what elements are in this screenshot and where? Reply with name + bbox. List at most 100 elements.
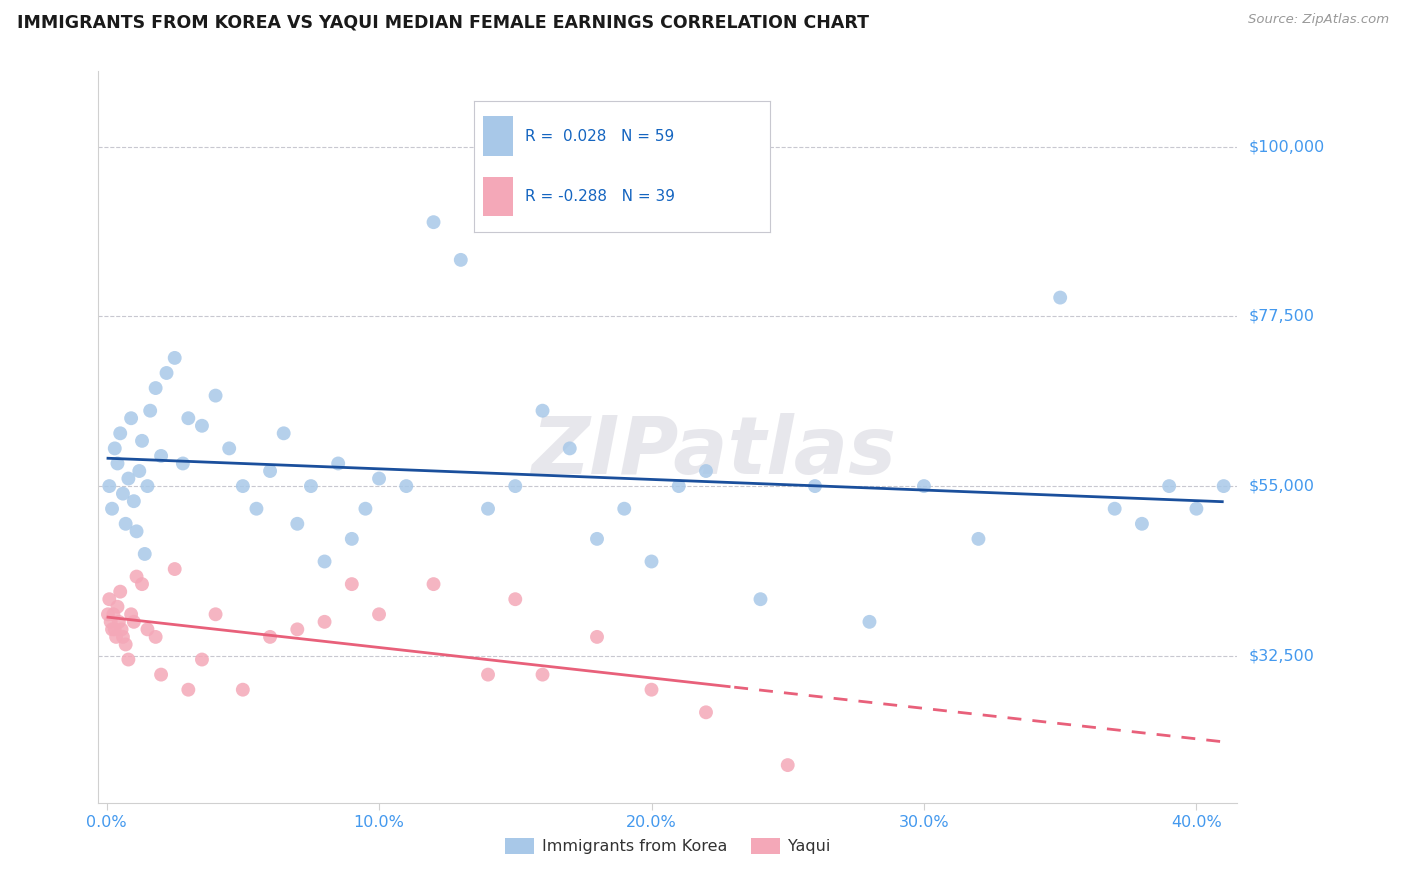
Point [145, 630, 167, 644]
Point [1212, 479, 1234, 493]
Point [967, 532, 990, 546]
Point [104, 623, 127, 637]
Point [1185, 501, 1208, 516]
Point [204, 389, 226, 403]
Point [749, 592, 772, 607]
Point [110, 426, 132, 441]
Text: $55,000: $55,000 [1249, 479, 1315, 493]
Point [131, 434, 153, 448]
Text: IMMIGRANTS FROM KOREA VS YAQUI MEDIAN FEMALE EARNINGS CORRELATION CHART: IMMIGRANTS FROM KOREA VS YAQUI MEDIAN FE… [17, 13, 869, 31]
Point [150, 667, 173, 681]
Point [613, 501, 636, 516]
Text: $32,500: $32,500 [1249, 648, 1315, 664]
Point [299, 479, 322, 493]
Point [1159, 479, 1181, 493]
Point [285, 623, 308, 637]
Point [191, 418, 214, 433]
Point [354, 501, 377, 516]
Point [128, 464, 150, 478]
Point [131, 577, 153, 591]
Point [259, 464, 281, 478]
Point [245, 501, 267, 516]
Point [477, 501, 499, 516]
Point [101, 501, 124, 516]
Point [858, 615, 880, 629]
Point [101, 623, 124, 637]
Point [97, 607, 120, 622]
Point [110, 623, 132, 637]
Point [98, 592, 121, 607]
Point [232, 479, 254, 493]
Legend: Immigrants from Korea, Yaqui: Immigrants from Korea, Yaqui [499, 831, 837, 861]
Point [145, 381, 167, 395]
Point [204, 607, 226, 622]
Point [108, 615, 131, 629]
Point [477, 667, 499, 681]
Point [531, 667, 554, 681]
Point [340, 577, 363, 591]
Point [111, 630, 134, 644]
Point [503, 592, 526, 607]
Point [98, 479, 121, 493]
Point [450, 252, 472, 267]
Point [172, 457, 194, 471]
Point [125, 524, 148, 539]
Point [136, 623, 159, 637]
Point [107, 457, 129, 471]
Point [114, 516, 136, 531]
Text: $77,500: $77,500 [1249, 309, 1315, 324]
Point [139, 403, 162, 417]
Point [105, 630, 128, 644]
Point [134, 547, 156, 561]
Point [259, 630, 281, 644]
Point [104, 442, 127, 456]
Point [314, 554, 336, 568]
Point [695, 464, 717, 478]
Point [177, 411, 200, 425]
Point [218, 442, 240, 456]
Point [1104, 501, 1126, 516]
Point [155, 366, 177, 380]
Point [120, 411, 142, 425]
Point [163, 351, 186, 365]
Point [395, 479, 418, 493]
Point [273, 426, 295, 441]
Point [422, 577, 444, 591]
Point [368, 607, 391, 622]
Point [120, 607, 142, 622]
Point [110, 584, 132, 599]
Point [314, 615, 336, 629]
Point [122, 615, 145, 629]
Point [640, 554, 662, 568]
Point [136, 479, 159, 493]
Point [150, 449, 173, 463]
Point [114, 637, 136, 651]
Point [117, 652, 139, 666]
Point [640, 682, 662, 697]
Point [177, 682, 200, 697]
Point [695, 706, 717, 720]
Point [503, 479, 526, 493]
Point [804, 479, 827, 493]
Point [776, 758, 799, 772]
Point [107, 599, 129, 614]
Point [285, 516, 308, 531]
Point [1130, 516, 1153, 531]
Point [125, 569, 148, 583]
Point [163, 562, 186, 576]
Point [531, 403, 554, 417]
Point [368, 471, 391, 485]
Point [668, 479, 690, 493]
Point [422, 215, 444, 229]
Text: $100,000: $100,000 [1249, 139, 1324, 154]
Point [912, 479, 935, 493]
Text: Source: ZipAtlas.com: Source: ZipAtlas.com [1249, 13, 1389, 27]
Text: ZIPatlas: ZIPatlas [531, 413, 896, 491]
Point [122, 494, 145, 508]
Point [340, 532, 363, 546]
Point [232, 682, 254, 697]
Point [117, 471, 139, 485]
Point [103, 607, 125, 622]
Point [586, 630, 609, 644]
Point [111, 486, 134, 500]
